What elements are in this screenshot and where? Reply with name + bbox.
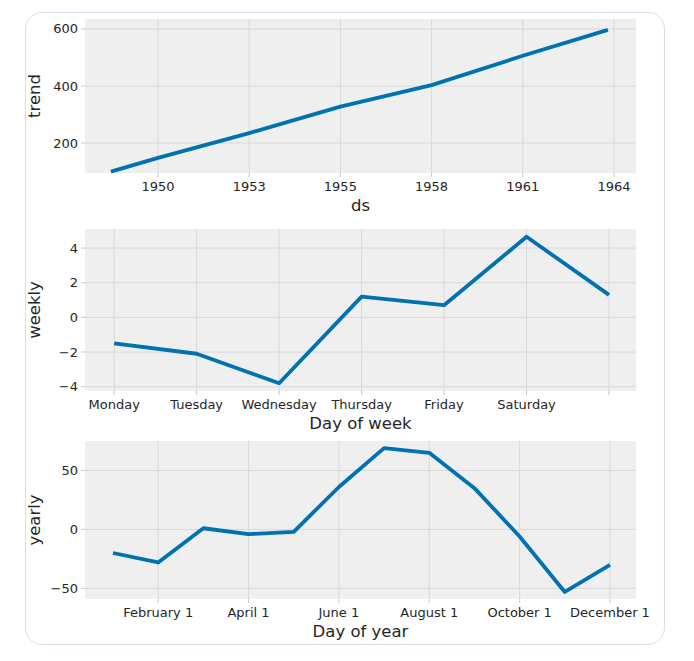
weekly-ytick-label: 4: [70, 241, 78, 256]
trend-ytick-label: 200: [53, 136, 78, 151]
trend-xaxis-label: ds: [351, 196, 370, 215]
yearly-xaxis-label: Day of year: [313, 622, 409, 641]
trend-subplot: 600 400 200 1950 1953 1955 1958 1961 1964 ds trend: [26, 19, 636, 215]
trend-plot-area: [85, 19, 636, 173]
yearly-xtick-label: April 1: [227, 605, 269, 620]
weekly-ytick-label: 0: [70, 310, 78, 325]
figure-card: 600400200195019531955195819611964dstrend…: [25, 12, 665, 645]
trend-xtick-label: 1955: [324, 179, 357, 194]
weekly-xtick-label: Wednesday: [241, 397, 317, 412]
trend-xtick-label: 1964: [597, 179, 630, 194]
yearly-subplot: 50 0 −50 February 1 April 1 June 1 August 1 Oct…: [26, 441, 650, 641]
yearly-xtick-label: February 1: [123, 605, 193, 620]
weekly-subplot: 4 2 0 −2 −4 Monday Tuesday Wednesday Thursday Fri…: [26, 229, 636, 433]
yearly-ytick-label: −50: [51, 581, 78, 596]
trend-ytick-label: 600: [53, 21, 78, 36]
weekly-xtick-label: Thursday: [330, 397, 392, 412]
yearly-yaxis-label: yearly: [26, 494, 44, 545]
weekly-ytick-label: −4: [59, 379, 78, 394]
yearly-xtick-label: December 1: [570, 605, 650, 620]
trend-yaxis-label: trend: [26, 74, 44, 118]
trend-xtick-label: 1958: [415, 179, 448, 194]
weekly-xaxis-label: Day of week: [309, 414, 412, 433]
page-background: 600400200195019531955195819611964dstrend…: [0, 0, 694, 661]
yearly-xtick-label: June 1: [318, 605, 360, 620]
trend-xtick-label: 1950: [141, 179, 174, 194]
yearly-xtick-label: August 1: [400, 605, 458, 620]
weekly-ytick-label: 2: [70, 275, 78, 290]
yearly-ytick-label: 0: [70, 522, 78, 537]
trend-xtick-label: 1961: [506, 179, 539, 194]
trend-xtick-label: 1953: [233, 179, 266, 194]
yearly-ytick-label: 50: [61, 463, 78, 478]
trend-ytick-label: 400: [53, 79, 78, 94]
weekly-xtick-label: Monday: [89, 397, 141, 412]
weekly-xtick-label: Friday: [424, 397, 464, 412]
weekly-plot-area: [85, 229, 636, 391]
weekly-ytick-label: −2: [59, 345, 78, 360]
weekly-xtick-label: Tuesday: [169, 397, 223, 412]
screenshot-root: { "figure": { "description_labels": { "t…: [0, 0, 694, 661]
yearly-xtick-label: October 1: [487, 605, 551, 620]
weekly-yaxis-label: weekly: [26, 281, 44, 339]
weekly-xtick-label: Saturday: [497, 397, 556, 412]
forecast-components-figure: 600400200195019531955195819611964dstrend…: [26, 13, 663, 643]
